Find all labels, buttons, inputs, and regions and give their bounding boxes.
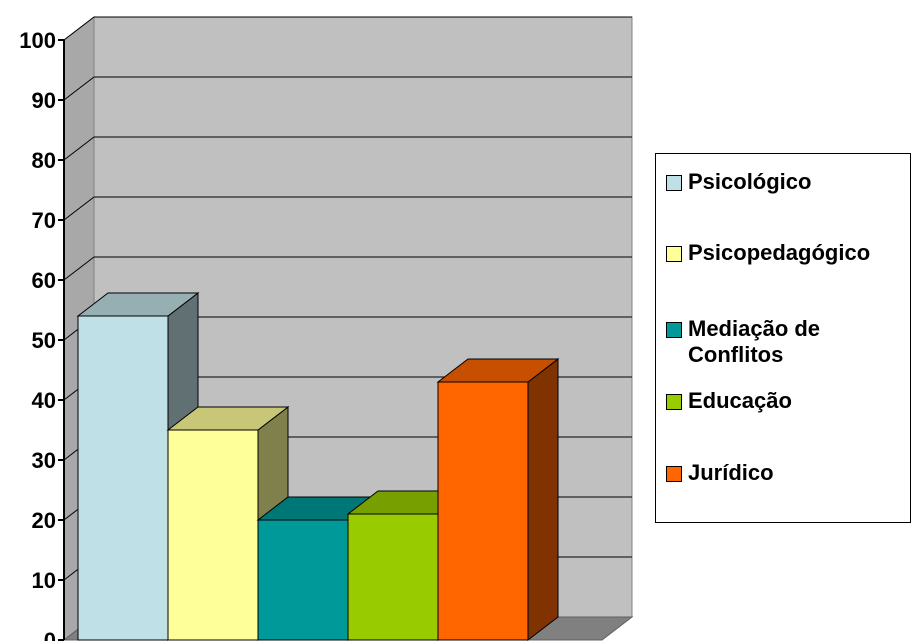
y-tick-label: 60: [32, 268, 56, 293]
y-tick-label: 100: [19, 28, 56, 53]
y-tick-label: 80: [32, 148, 56, 173]
legend-label-educacao: Educação: [688, 388, 792, 413]
legend-swatch-psicopedagogico: [666, 246, 682, 262]
bar-front: [437, 381, 529, 641]
legend-item-psicologico: Psicológico: [666, 169, 888, 195]
bar-front: [257, 519, 349, 641]
bar-front: [347, 513, 439, 641]
bar-front: [167, 429, 259, 641]
legend-label-psicologico: Psicológico: [688, 169, 812, 194]
legend-label-mediacao: Mediação de Conflitos: [688, 316, 821, 367]
y-tick-label: 10: [32, 568, 56, 593]
gridline-side: [63, 136, 95, 161]
bar: [436, 357, 560, 641]
y-axis-ticks: 0 10 20 30 40 50 60 70 80 90 100: [19, 28, 64, 641]
bar-top: [76, 292, 200, 317]
bar-front: [77, 315, 169, 641]
y-tick-label: 0: [44, 628, 56, 641]
legend-label-psicopedagogico: Psicopedagógico: [688, 240, 871, 265]
bars: [76, 291, 560, 641]
gridline-side: [63, 76, 95, 101]
legend-swatch-educacao: [666, 394, 682, 410]
legend-item-mediacao: Mediação de Conflitos: [666, 316, 838, 368]
legend: Psicológico Psicopedagógico Mediação de …: [655, 153, 911, 523]
legend-swatch-psicologico: [666, 175, 682, 191]
legend-item-juridico: Jurídico: [666, 460, 888, 486]
y-tick-label: 50: [32, 328, 56, 353]
y-tick-label: 30: [32, 448, 56, 473]
gridline-side: [63, 256, 95, 281]
gridline-side: [63, 196, 95, 221]
y-tick-label: 90: [32, 88, 56, 113]
y-tick-label: 40: [32, 388, 56, 413]
bar-side: [527, 357, 559, 641]
legend-item-educacao: Educação: [666, 388, 888, 414]
gridline-side: [63, 16, 95, 41]
y-tick-label: 70: [32, 208, 56, 233]
legend-swatch-juridico: [666, 466, 682, 482]
y-tick-label: 20: [32, 508, 56, 533]
bar-top: [436, 358, 560, 383]
legend-item-psicopedagogico: Psicopedagógico: [666, 240, 888, 266]
legend-label-juridico: Jurídico: [688, 460, 774, 485]
legend-swatch-mediacao: [666, 322, 682, 338]
bar-top: [166, 406, 290, 431]
